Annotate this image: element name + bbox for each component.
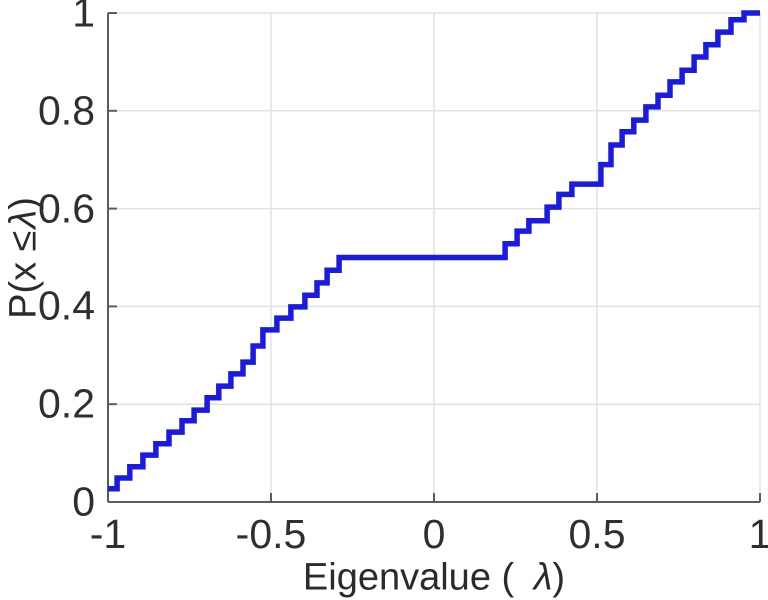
x-tick-label: -1 [89, 511, 127, 557]
x-tick-label: 0.5 [568, 511, 626, 557]
y-tick-label: 0.4 [38, 282, 95, 329]
lambda-symbol: λ [533, 556, 553, 599]
x-tick-label: 0 [422, 511, 446, 557]
x-axis-label-close: ) [552, 556, 566, 599]
y-tick-label: 0.2 [38, 380, 95, 427]
x-axis-label-text: Eigenvalue ( [302, 556, 525, 599]
y-tick-label: 1 [72, 0, 95, 36]
y-tick-label: 0 [72, 478, 95, 525]
x-tick-label: -0.5 [235, 511, 307, 557]
x-tick-label: 1 [748, 511, 768, 557]
y-axis-label-text: P(x ≤ [2, 230, 45, 319]
y-tick-label: 0.6 [38, 185, 95, 232]
y-axis-label: P(x ≤λ) [3, 197, 46, 319]
ecdf-step-curve [108, 10, 760, 492]
x-axis-label: Eigenvalue ( λ) [303, 557, 565, 600]
lambda-symbol: λ [2, 209, 45, 229]
y-axis-label-close: ) [2, 197, 45, 210]
y-tick-label: 0.8 [38, 87, 95, 134]
